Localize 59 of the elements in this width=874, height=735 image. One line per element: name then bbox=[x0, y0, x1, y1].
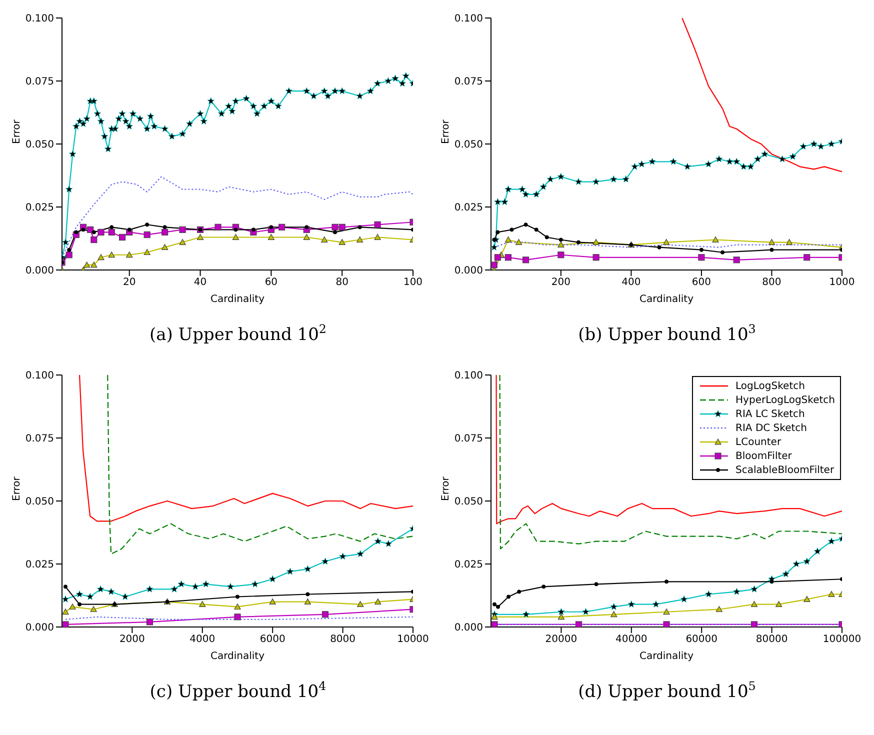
x-tick-label: 4000 bbox=[190, 634, 216, 646]
x-tick-label: 100 bbox=[403, 277, 423, 288]
x-tick-label: 800 bbox=[762, 277, 782, 288]
legend-label: LogLogSketch bbox=[736, 380, 805, 392]
x-tick-label: 200 bbox=[551, 277, 570, 288]
y-tick-label: 0.000 bbox=[25, 266, 54, 277]
legend-label: RIA DC Sketch bbox=[736, 422, 808, 434]
text: (b) Upper bound 10$^{3}$ bbox=[578, 322, 756, 345]
x-tick-label: 100000 bbox=[822, 634, 862, 646]
text: (c) Upper bound 10$^{4}$ bbox=[150, 679, 326, 702]
y-tick-label: 0.025 bbox=[25, 560, 54, 571]
text: (d) Upper bound 10$^{5}$ bbox=[578, 679, 756, 702]
y-tick-label: 0.025 bbox=[454, 560, 483, 571]
legend-label: LCounter bbox=[736, 436, 782, 448]
x-tick-label: 10000 bbox=[397, 634, 429, 646]
y-tick-label: 0.100 bbox=[25, 14, 54, 25]
x-tick-label: 20000 bbox=[545, 634, 578, 646]
x-tick-label: 80000 bbox=[756, 634, 788, 646]
y-axis-title: Error bbox=[440, 118, 452, 144]
x-tick-label: 80 bbox=[336, 277, 348, 288]
y-axis-title: Error bbox=[12, 476, 23, 501]
y-tick-label: 0.000 bbox=[454, 266, 483, 277]
x-tick-label: 40 bbox=[194, 277, 207, 288]
legend-label: BloomFilter bbox=[736, 450, 792, 462]
x-axis-title: Cardinality bbox=[210, 651, 265, 662]
x-tick-label: 20 bbox=[122, 277, 136, 288]
y-tick-label: 0.100 bbox=[25, 370, 54, 382]
x-tick-label: 1000 bbox=[829, 277, 855, 288]
y-axis-title: Error bbox=[12, 118, 23, 144]
legend-label: RIA LC Sketch bbox=[736, 408, 805, 420]
x-axis-title: Cardinality bbox=[210, 294, 265, 305]
y-tick-label: 0.050 bbox=[25, 140, 54, 151]
y-tick-label: 0.050 bbox=[25, 496, 54, 508]
y-tick-label: 0.100 bbox=[454, 370, 483, 382]
y-tick-label: 0.075 bbox=[454, 434, 483, 445]
y-tick-label: 0.075 bbox=[25, 434, 54, 445]
legend-label: ScalableBloomFilter bbox=[736, 464, 834, 476]
y-tick-label: 0.075 bbox=[25, 76, 54, 88]
y-tick-label: 0.050 bbox=[454, 496, 483, 508]
x-axis-title: Cardinality bbox=[639, 651, 694, 662]
legend-label: HyperLogLogSketch bbox=[736, 394, 835, 406]
x-tick-label: 2000 bbox=[119, 634, 145, 646]
y-tick-label: 0.050 bbox=[454, 140, 483, 151]
y-tick-label: 0.000 bbox=[454, 622, 483, 634]
y-tick-label: 0.100 bbox=[454, 14, 483, 25]
x-tick-label: 40000 bbox=[615, 634, 648, 646]
y-tick-label: 0.025 bbox=[25, 202, 54, 214]
text: (a) Upper bound 10$^{2}$ bbox=[150, 322, 326, 345]
x-tick-label: 8000 bbox=[330, 634, 356, 646]
x-tick-label: 60000 bbox=[686, 634, 718, 646]
x-tick-label: 400 bbox=[622, 277, 641, 288]
y-tick-label: 0.025 bbox=[454, 202, 483, 214]
y-tick-label: 0.075 bbox=[454, 76, 483, 88]
y-tick-label: 0.000 bbox=[25, 622, 54, 634]
x-tick-label: 60 bbox=[264, 277, 278, 288]
x-tick-label: 6000 bbox=[260, 634, 286, 646]
y-axis-title: Error bbox=[440, 476, 452, 501]
x-tick-label: 600 bbox=[692, 277, 712, 288]
x-axis-title: Cardinality bbox=[639, 294, 694, 305]
